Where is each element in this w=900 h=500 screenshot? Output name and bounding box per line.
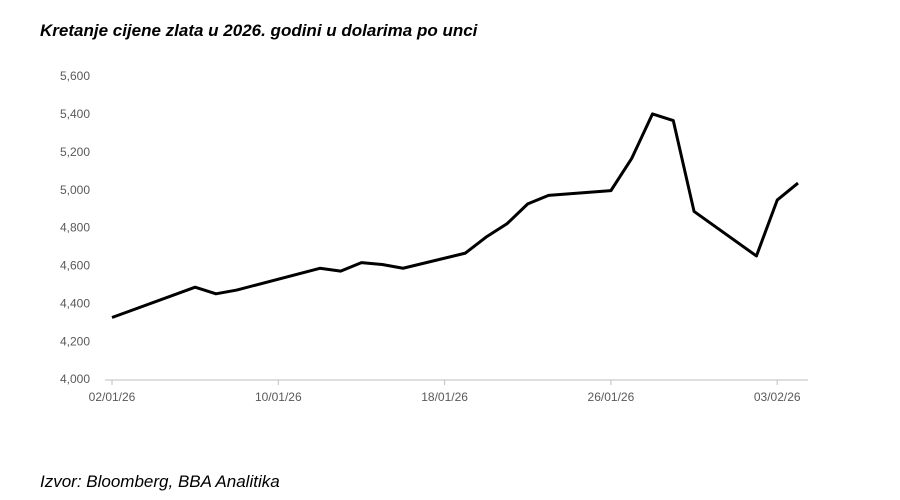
x-tick-label: 10/01/26 bbox=[255, 390, 302, 404]
y-tick-label: 4,000 bbox=[60, 372, 90, 386]
x-tick-label: 18/01/26 bbox=[421, 390, 468, 404]
chart-title: Kretanje cijene zlata u 2026. godini u d… bbox=[40, 21, 479, 40]
x-tick-label: 26/01/26 bbox=[588, 390, 635, 404]
y-tick-label: 5,200 bbox=[60, 145, 90, 159]
source-note: Izvor: Bloomberg, BBA Analitika bbox=[40, 472, 280, 491]
y-tick-label: 4,600 bbox=[60, 259, 90, 273]
y-tick-label: 4,800 bbox=[60, 221, 90, 235]
x-tick-label: 03/02/26 bbox=[754, 390, 801, 404]
y-tick-label: 5,000 bbox=[60, 183, 90, 197]
y-tick-label: 5,600 bbox=[60, 69, 90, 83]
y-tick-label: 4,200 bbox=[60, 334, 90, 348]
x-tick-label: 02/01/26 bbox=[89, 390, 136, 404]
y-tick-label: 5,400 bbox=[60, 107, 90, 121]
y-tick-label: 4,400 bbox=[60, 296, 90, 310]
data-line bbox=[111, 112, 799, 319]
